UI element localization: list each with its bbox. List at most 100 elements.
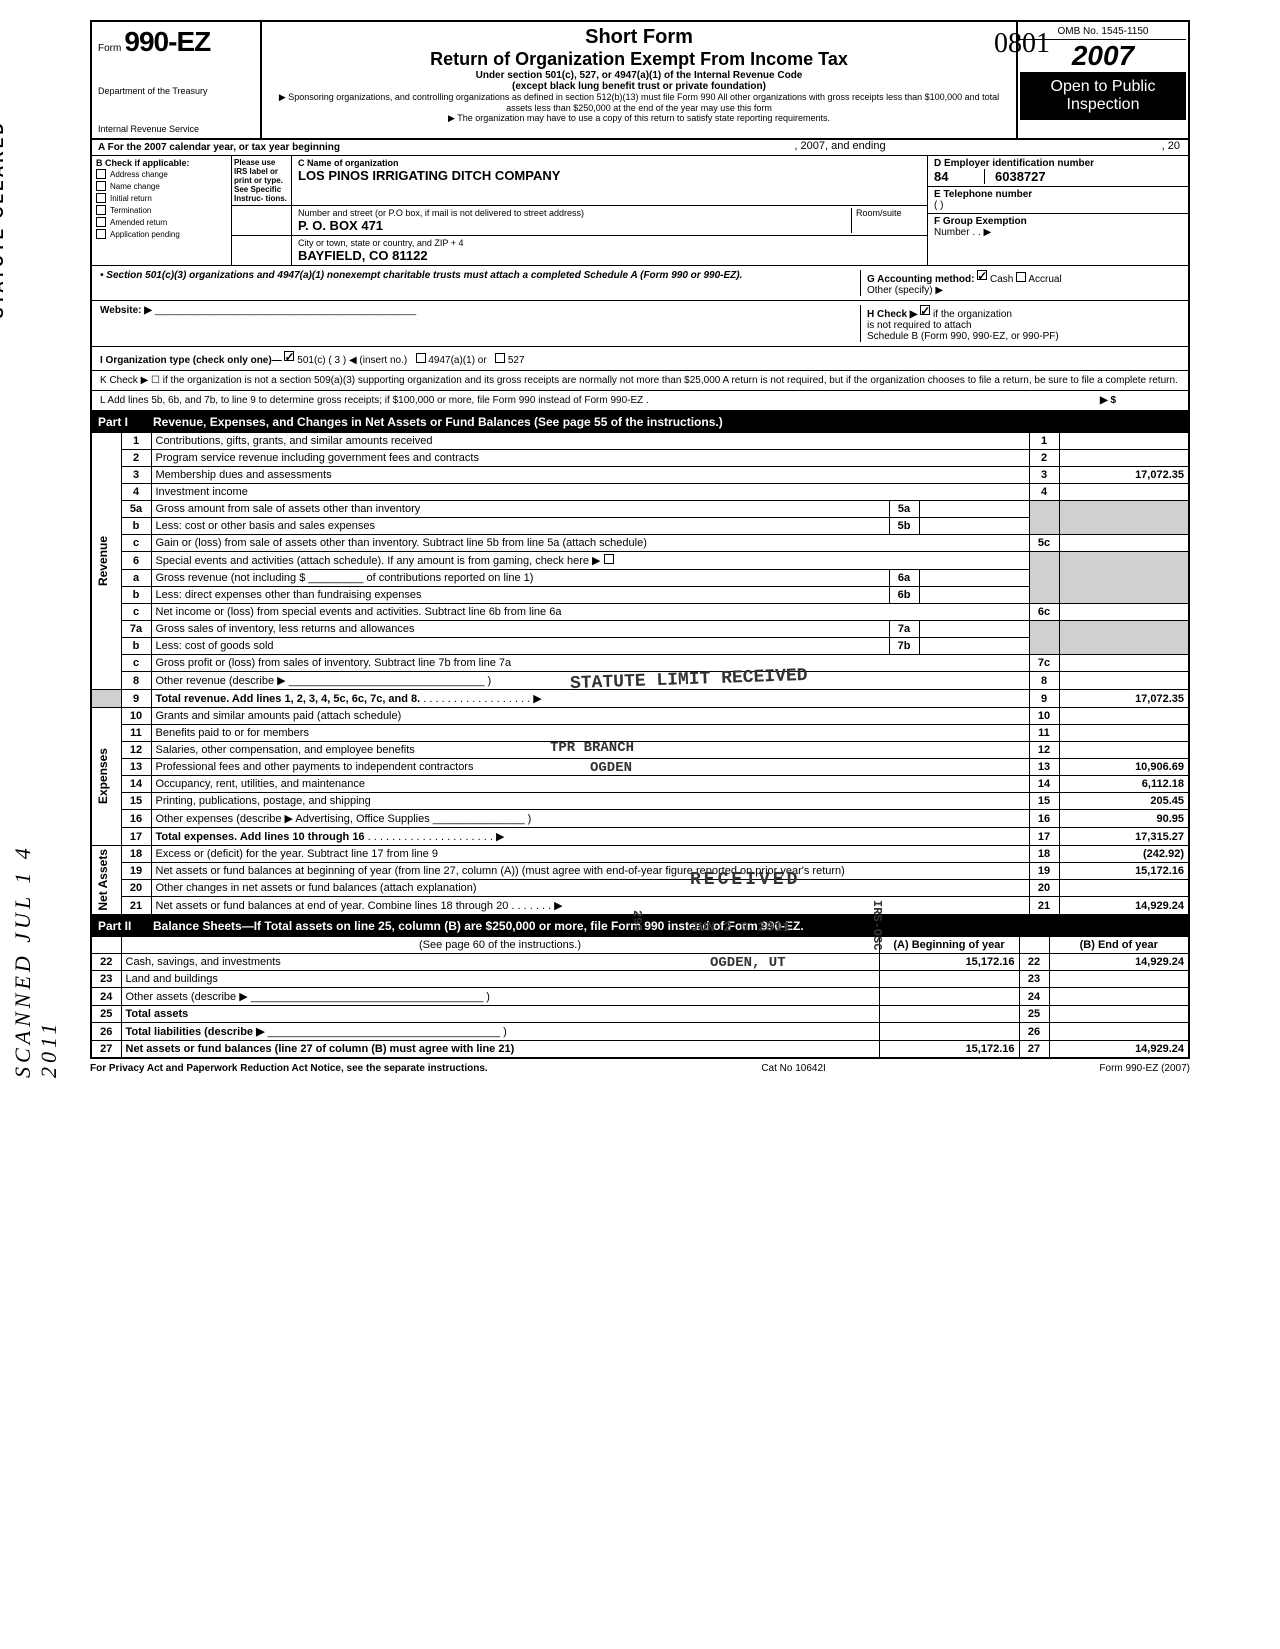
checkbox-termination[interactable]	[96, 205, 106, 215]
open-to-public: Open to Public Inspection	[1020, 72, 1186, 120]
checkbox-initial-return[interactable]	[96, 193, 106, 203]
page-footer: For Privacy Act and Paperwork Reduction …	[90, 1059, 1190, 1078]
bs-23-label: Land and buildings	[121, 971, 879, 988]
bs-25-label: Total assets	[126, 1008, 189, 1020]
subtitle-code: Under section 501(c), 527, or 4947(a)(1)…	[272, 70, 1006, 81]
line-16-val: 90.95	[1059, 810, 1189, 828]
b-item-4: Amended return	[110, 218, 167, 227]
subtitle-except: (except black lung benefit trust or priv…	[272, 81, 1006, 92]
line-14-label: Occupancy, rent, utilities, and maintena…	[151, 776, 1029, 793]
c-city-label: City or town, state or country, and ZIP …	[298, 238, 921, 248]
line-5a-label: Gross amount from sale of assets other t…	[151, 501, 889, 518]
checkbox-accrual[interactable]	[1016, 272, 1026, 282]
line-13-label: Professional fees and other payments to …	[151, 759, 1029, 776]
g-accrual: Accrual	[1028, 274, 1061, 285]
line-10-val	[1059, 708, 1189, 725]
part-2-title: Balance Sheets—If Total assets on line 2…	[153, 919, 804, 933]
c-addr-label: Number and street (or P.O box, if mail i…	[298, 208, 851, 218]
bs-26-b	[1049, 1023, 1189, 1041]
line-3-label: Membership dues and assessments	[151, 467, 1029, 484]
please-label: Please use IRS label or print or type. S…	[232, 156, 292, 205]
dept-irs: Internal Revenue Service	[98, 124, 254, 134]
organization-name: LOS PINOS IRRIGATING DITCH COMPANY	[298, 168, 921, 183]
d-label: D Employer identification number	[934, 158, 1182, 169]
bs-27-label: Net assets or fund balances (line 27 of …	[126, 1043, 515, 1055]
k-text: K Check ▶ ☐ if the organization is not a…	[100, 375, 1178, 386]
footer-privacy: For Privacy Act and Paperwork Reduction …	[90, 1063, 488, 1074]
checkbox-h[interactable]	[920, 305, 930, 315]
line-1-val	[1059, 433, 1189, 450]
checkbox-527[interactable]	[495, 353, 505, 363]
checkbox-name-change[interactable]	[96, 181, 106, 191]
line-6c-label: Net income or (loss) from special events…	[151, 604, 1029, 621]
line-21-label: Net assets or fund balances at end of ye…	[156, 900, 509, 912]
line-5c-val	[1059, 535, 1189, 552]
line-7a-label: Gross sales of inventory, less returns a…	[151, 621, 889, 638]
part-2-table: (See page 60 of the instructions.) (A) B…	[90, 936, 1190, 1059]
bs-22-a: 15,172.16	[879, 954, 1019, 971]
line-13-val: 10,906.69	[1059, 759, 1189, 776]
line-6a-label: Gross revenue (not including $ _________…	[151, 570, 889, 587]
website-label: Website: ▶	[100, 305, 152, 316]
line-7a-val	[919, 621, 1029, 638]
l-text: L Add lines 5b, 6b, and 7b, to line 9 to…	[100, 395, 1100, 406]
line-20-val	[1059, 880, 1189, 897]
entity-info: A For the 2007 calendar year, or tax yea…	[90, 140, 1190, 412]
bs-27-b: 14,929.24	[1049, 1041, 1189, 1059]
checkbox-address-change[interactable]	[96, 169, 106, 179]
checkbox-gaming[interactable]	[604, 554, 614, 564]
line-6c-val	[1059, 604, 1189, 621]
row-a-mid: , 2007, and ending	[794, 140, 885, 152]
col-de: D Employer identification number 84 6038…	[928, 156, 1188, 265]
h-text1: if the organization	[933, 309, 1012, 320]
checkbox-amended[interactable]	[96, 217, 106, 227]
line-6b-label: Less: direct expenses other than fundrai…	[151, 587, 889, 604]
checkbox-cash[interactable]	[977, 270, 987, 280]
bs-col-b-header: (B) End of year	[1049, 937, 1189, 954]
line-18-label: Excess or (deficit) for the year. Subtra…	[151, 846, 1029, 863]
line-15-label: Printing, publications, postage, and shi…	[151, 793, 1029, 810]
line-2-label: Program service revenue including govern…	[151, 450, 1029, 467]
h-text3: Schedule B (Form 990, 990-EZ, or 990-PF)	[867, 331, 1059, 342]
statute-stamp: STATUTE CLEARED	[0, 120, 8, 318]
organization-address: P. O. BOX 471	[298, 218, 851, 233]
f-label: F Group Exemption	[934, 216, 1027, 227]
line-10-label: Grants and similar amounts paid (attach …	[151, 708, 1029, 725]
room-suite-label: Room/suite	[851, 208, 921, 233]
line-5b-val	[919, 518, 1029, 535]
part-1-table: Revenue 1Contributions, gifts, grants, a…	[90, 432, 1190, 916]
bs-22-b: 14,929.24	[1049, 954, 1189, 971]
bs-instr: (See page 60 of the instructions.)	[121, 937, 879, 954]
ein-prefix: 84	[934, 169, 984, 184]
col-b: B Check if applicable: Address change Na…	[92, 156, 232, 265]
line-6b-val	[919, 587, 1029, 604]
line-9-label: Total revenue. Add lines 1, 2, 3, 4, 5c,…	[156, 693, 421, 705]
checkbox-4947[interactable]	[416, 353, 426, 363]
section-501c3-note: • Section 501(c)(3) organizations and 49…	[100, 270, 860, 296]
line-11-val	[1059, 725, 1189, 742]
bs-25-a	[879, 1006, 1019, 1023]
checkbox-pending[interactable]	[96, 229, 106, 239]
organization-city: BAYFIELD, CO 81122	[298, 248, 921, 263]
fine-print-2: ▶ The organization may have to use a cop…	[272, 113, 1006, 124]
col-c: Please use IRS label or print or type. S…	[232, 156, 928, 265]
c-name-label: C Name of organization	[298, 158, 921, 168]
checkbox-501c[interactable]	[284, 351, 294, 361]
line-18-val: (242.92)	[1059, 846, 1189, 863]
line-21-val: 14,929.24	[1059, 897, 1189, 916]
bs-24-b	[1049, 988, 1189, 1006]
line-6a-val	[919, 570, 1029, 587]
i-501c: 501(c) ( 3 ) ◀ (insert no.)	[297, 355, 407, 366]
open-line1: Open to Public	[1026, 78, 1180, 96]
part-2-label: Part II	[98, 919, 153, 933]
line-5b-label: Less: cost or other basis and sales expe…	[151, 518, 889, 535]
bs-col-a-header: (A) Beginning of year	[879, 937, 1019, 954]
phone-value: ( )	[934, 200, 1032, 211]
bs-23-a	[879, 971, 1019, 988]
f-label2: Number . . ▶	[934, 227, 991, 238]
h-text2: is not required to attach	[867, 320, 972, 331]
line-7c-val	[1059, 655, 1189, 672]
part-2-header: Part II Balance Sheets—If Total assets o…	[90, 916, 1190, 936]
line-7b-val	[919, 638, 1029, 655]
line-1-label: Contributions, gifts, grants, and simila…	[151, 433, 1029, 450]
